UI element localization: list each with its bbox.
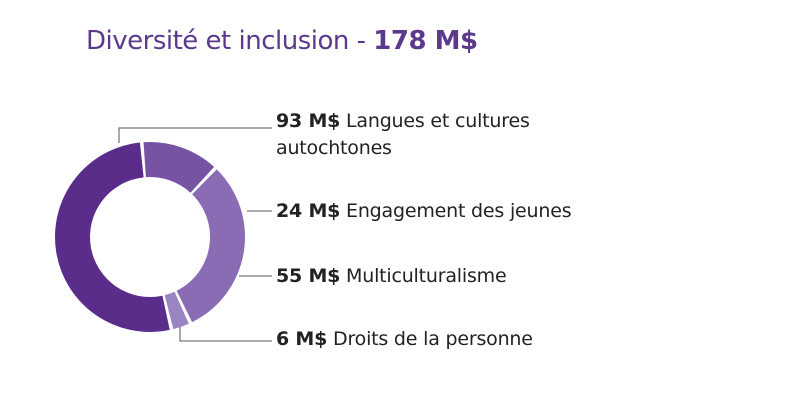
leader-lines [118, 127, 272, 342]
name-langues-line1: Langues et cultures [346, 110, 530, 132]
amount-multiculturalisme: 55 M$ [276, 265, 341, 287]
amount-engagement: 24 M$ [276, 200, 341, 222]
label-langues: 93 M$ Langues et cultures autochtones [276, 108, 530, 162]
label-engagement: 24 M$ Engagement des jeunes [276, 200, 572, 222]
donut-slices [55, 142, 246, 332]
name-droits: Droits de la personne [333, 328, 533, 350]
leader-line-droits [179, 327, 272, 342]
label-droits: 6 M$ Droits de la personne [276, 328, 533, 350]
amount-droits: 6 M$ [276, 328, 328, 350]
leader-line-langues [118, 127, 272, 143]
chart-title: Diversité et inclusion - 178 M$ [86, 26, 478, 56]
slice-2 [143, 142, 215, 193]
title-total: 178 M$ [373, 26, 478, 56]
name-langues-line2: autochtones [276, 137, 392, 159]
slice-4 [164, 291, 189, 330]
name-multiculturalisme: Multiculturalisme [346, 265, 507, 287]
amount-langues: 93 M$ [276, 110, 341, 132]
name-engagement: Engagement des jeunes [346, 200, 572, 222]
label-multiculturalisme: 55 M$ Multiculturalisme [276, 265, 507, 287]
slice-1 [55, 142, 170, 332]
title-text: Diversité et inclusion - [86, 26, 374, 56]
slice-3 [176, 169, 246, 323]
